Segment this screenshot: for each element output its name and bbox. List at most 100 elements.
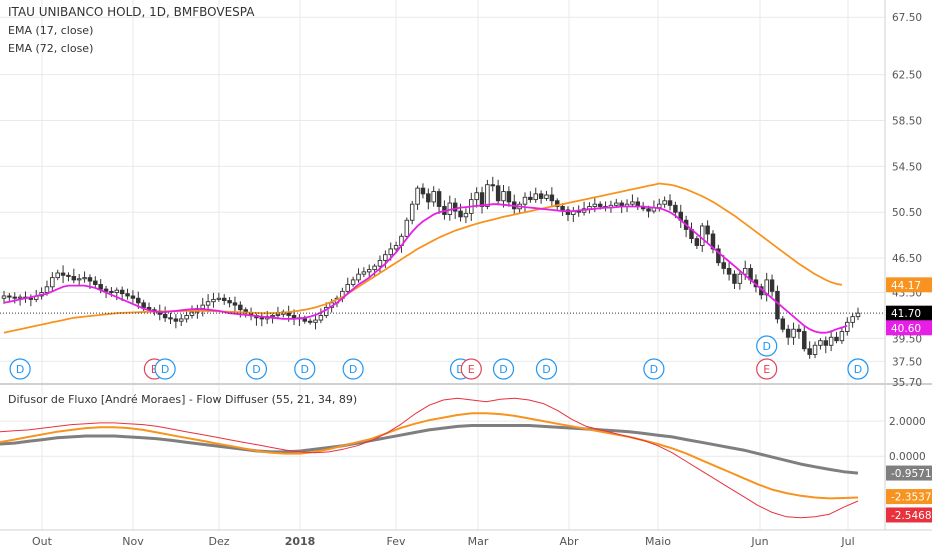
last-price-label: 41.70 xyxy=(891,308,921,320)
time-tick-label: Fev xyxy=(386,535,405,548)
time-tick-label: 2018 xyxy=(285,535,316,548)
osc-tick-label: 2.0000 xyxy=(889,416,926,428)
candle-body xyxy=(436,191,442,207)
candle-body xyxy=(189,311,195,316)
candle-body xyxy=(818,340,823,346)
candle-body xyxy=(178,318,184,322)
candle-body xyxy=(662,200,667,205)
candle-body xyxy=(834,336,839,342)
candle-body xyxy=(366,269,372,273)
ema72-value-box xyxy=(886,277,932,293)
candle-body xyxy=(377,259,383,267)
ema72-value-label: 44.17 xyxy=(891,280,921,292)
candle-body xyxy=(125,293,130,297)
price-tick-label: 67.50 xyxy=(892,12,922,24)
ema17-line xyxy=(3,203,848,334)
osc-line-orange xyxy=(0,412,859,500)
candle-body xyxy=(76,278,82,281)
osc-gray-value-box xyxy=(886,465,932,481)
earnings-event[interactable]: E xyxy=(756,358,778,380)
candle-body xyxy=(431,191,436,203)
dividend-event[interactable]: D xyxy=(643,358,665,380)
dividend-event[interactable]: D xyxy=(294,358,316,380)
osc-tick-label: 0.0000 xyxy=(889,451,926,463)
candle-body xyxy=(7,295,12,298)
chart-title: ITAU UNIBANCO HOLD, 1D, BMFBOVESPA xyxy=(8,5,255,19)
candle-body xyxy=(71,276,77,281)
price-tick-label: 39.50 xyxy=(892,333,922,345)
candle-body xyxy=(200,304,205,310)
candle-body xyxy=(490,184,496,187)
candle-body xyxy=(522,196,528,205)
event-circle xyxy=(643,358,665,380)
candle-body xyxy=(657,203,662,209)
last-price-box xyxy=(886,305,932,321)
oscillator-layer xyxy=(0,397,859,519)
candle-body xyxy=(597,203,603,207)
event-label: D xyxy=(762,340,770,353)
event-label: D xyxy=(349,363,357,376)
event-circle xyxy=(294,358,316,380)
time-tick-label: Out xyxy=(32,535,53,548)
price-layer xyxy=(0,176,885,359)
candle-body xyxy=(361,271,367,275)
event-circle xyxy=(460,358,482,380)
candle-body xyxy=(855,312,861,318)
candle-body xyxy=(485,184,490,207)
price-tick-label: 46.50 xyxy=(892,253,922,265)
event-label: D xyxy=(650,363,658,376)
event-circle xyxy=(492,358,515,380)
time-tick-label: Maio xyxy=(645,535,671,548)
candle-body xyxy=(291,315,297,319)
candle-body xyxy=(528,196,533,201)
candle-body xyxy=(205,301,211,306)
candle-body xyxy=(463,212,469,218)
ema72-legend[interactable]: EMA (72, close) xyxy=(8,42,94,55)
candle-body xyxy=(17,296,23,299)
dividend-event[interactable]: D xyxy=(535,358,558,380)
candle-body xyxy=(850,316,855,323)
ema17-value-label: 40.60 xyxy=(891,323,921,335)
candle-body xyxy=(474,192,479,201)
candle-body xyxy=(173,318,179,322)
dividend-event[interactable]: D xyxy=(847,358,869,380)
oscillator-title[interactable]: Difusor de Fluxo [André Moraes] - Flow D… xyxy=(8,393,358,406)
candle-body xyxy=(828,336,834,346)
label-layer: 44.17 41.70 40.60 -0.9571 -2.3537 -2.5468 xyxy=(886,277,932,523)
candle-body xyxy=(802,331,807,350)
dividend-event[interactable]: D xyxy=(756,335,778,357)
event-circle xyxy=(154,358,176,380)
candle-body xyxy=(109,290,114,293)
candle-body xyxy=(785,328,791,338)
candle-body xyxy=(216,297,222,300)
candle-body xyxy=(50,277,55,288)
osc-red-value-label: -2.5468 xyxy=(891,510,932,522)
dividend-event[interactable]: D xyxy=(342,358,364,380)
ema72-line xyxy=(3,182,843,334)
ema17-legend[interactable]: EMA (17, close) xyxy=(8,24,94,37)
time-tick-label: Jun xyxy=(750,535,768,548)
candle-body xyxy=(775,290,780,320)
candle-body xyxy=(275,313,281,316)
candle-body xyxy=(232,302,238,306)
dividend-event[interactable]: D xyxy=(154,358,176,380)
candle-body xyxy=(404,219,410,237)
candle-body xyxy=(270,315,275,318)
dividend-event[interactable]: D xyxy=(9,358,31,380)
candle-body xyxy=(66,274,71,277)
grid-layer xyxy=(0,0,885,530)
earnings-event[interactable]: E xyxy=(460,358,482,380)
candle-body xyxy=(12,296,17,299)
candle-body xyxy=(307,320,313,323)
candle-body xyxy=(420,187,426,195)
dividend-event[interactable]: D xyxy=(492,358,515,380)
dividend-event[interactable]: D xyxy=(245,358,268,380)
candle-body xyxy=(103,288,109,292)
candle-body xyxy=(630,201,635,205)
candle-body xyxy=(318,315,324,321)
event-circle xyxy=(535,358,558,380)
candle-body xyxy=(791,328,796,338)
candle-body xyxy=(506,191,512,203)
candle-body xyxy=(726,267,732,275)
